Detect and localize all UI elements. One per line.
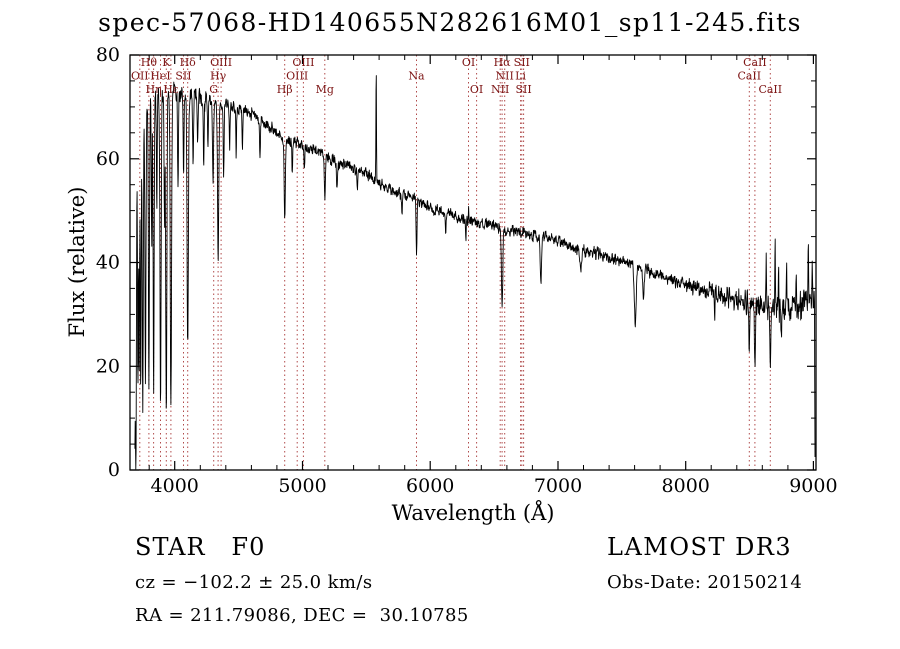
- y-axis-title: Flux (relative): [65, 186, 89, 338]
- spectral-line-label: NII: [491, 83, 509, 96]
- obs-date: Obs-Date: 20150214: [607, 572, 803, 593]
- spectral-line-label: OIII: [286, 70, 308, 83]
- spectral-line-label: Li: [515, 70, 526, 83]
- spectral-line-label: HeI: [150, 70, 170, 83]
- spectral-line-label: Hβ: [277, 83, 293, 96]
- spectral-line-label: CaII: [743, 56, 767, 69]
- object-class-label: STAR F0: [135, 533, 266, 561]
- spectral-line-label: OIII: [292, 56, 314, 69]
- y-tick-label: 80: [96, 44, 120, 66]
- spectral-line-label: Hθ: [141, 56, 158, 69]
- x-tick-label: 6000: [406, 475, 454, 497]
- y-tick-label: 60: [96, 148, 120, 170]
- spectral-line-label: OIII: [210, 56, 232, 69]
- spectral-line-label: CaII: [737, 70, 761, 83]
- spectral-line-label: K: [162, 56, 171, 69]
- spectral-line-label: SII: [515, 83, 531, 96]
- spectral-line-label: SII: [175, 70, 191, 83]
- spectral-line-label: Hγ: [210, 70, 227, 83]
- x-axis-title: Wavelength (Å): [391, 501, 555, 525]
- plot-title: spec-57068-HD140655N282616M01_sp11-245.f…: [98, 8, 802, 37]
- y-tick-label: 0: [108, 459, 120, 481]
- x-tick-label: 7000: [534, 475, 582, 497]
- spectral-line-label: SII: [514, 56, 530, 69]
- spectral-line-label: Hδ: [180, 56, 197, 69]
- ra-dec-value: RA = 211.79086, DEC = 30.10785: [135, 605, 469, 626]
- x-tick-label: 5000: [278, 475, 326, 497]
- spectral-line-label: Hε: [163, 83, 179, 96]
- spectral-line-label: Mg: [316, 83, 334, 96]
- spectral-line-label: Na: [408, 70, 425, 83]
- x-tick-label: 4000: [151, 475, 199, 497]
- spectral-line-label: OI: [470, 83, 483, 96]
- plot-frame: [129, 54, 817, 471]
- spectral-line-label: OI: [462, 56, 475, 69]
- spectral-line-label: OII: [131, 70, 149, 83]
- y-tick-label: 40: [96, 252, 120, 274]
- y-tick-label: 20: [96, 355, 120, 377]
- cz-value: cz = −102.2 ± 25.0 km/s: [135, 572, 373, 593]
- spectral-line-label: Hη: [146, 83, 162, 96]
- spectrum-trace: [134, 75, 816, 470]
- x-tick-label: 9000: [789, 475, 837, 497]
- spectral-line-label: Hα: [494, 56, 512, 69]
- spectral-line-label: CaII: [758, 83, 782, 96]
- spectral-line-label: NII: [496, 70, 514, 83]
- spectral-line-label: G: [209, 83, 218, 96]
- x-tick-label: 8000: [662, 475, 710, 497]
- survey-label: LAMOST DR3: [607, 533, 793, 561]
